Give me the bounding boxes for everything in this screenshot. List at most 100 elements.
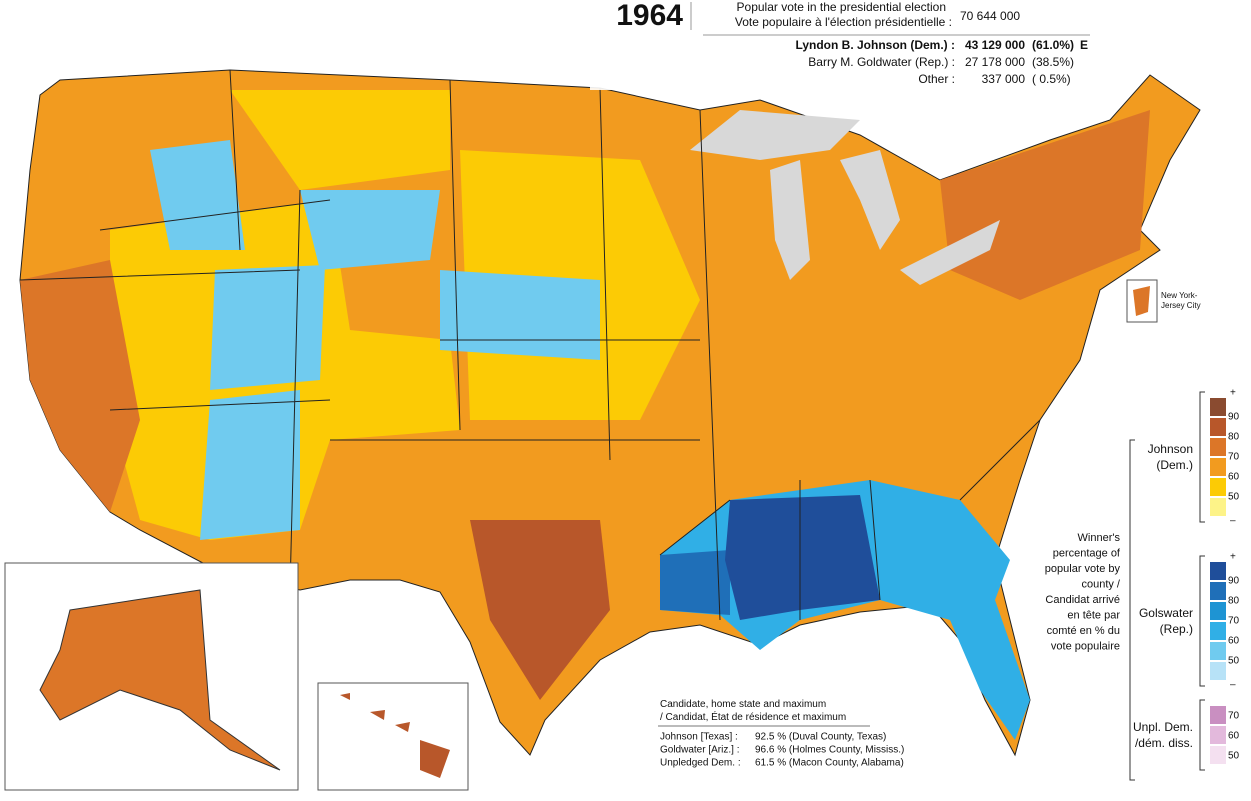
lake — [900, 220, 1000, 285]
caption-line: percentage of — [1053, 547, 1121, 559]
brown-region — [940, 110, 1150, 300]
legend-tick: – — [1230, 680, 1236, 691]
total-votes: 70 644 000 — [960, 9, 1020, 23]
hawaii-inset — [317, 682, 469, 791]
candidate-share: (61.0%) — [1032, 38, 1074, 52]
lake — [690, 110, 860, 160]
legend-swatch — [1210, 642, 1226, 660]
legend-bracket — [1199, 555, 1205, 687]
legend-tick: 90 — [1228, 576, 1240, 587]
legend-swatch — [1210, 706, 1226, 724]
caption-line: popular vote by — [1045, 563, 1121, 575]
legend-tick: 70 — [1228, 711, 1240, 722]
legend-caption: Winner's percentage of popular vote by coun… — [1045, 532, 1121, 653]
label-line: /dém. diss. — [1135, 736, 1193, 750]
legend-group-label: Johnson (Dem.) — [1148, 442, 1193, 472]
caption-line: Winner's — [1078, 532, 1121, 544]
legend-tick: 60 — [1228, 472, 1240, 483]
inset-label-line: New York- — [1161, 291, 1198, 300]
legend-tick: 70 — [1228, 452, 1240, 463]
brown-region — [470, 520, 610, 700]
ny-area — [1133, 286, 1150, 316]
legend-tick: + — [1230, 388, 1236, 399]
light-blue-region — [300, 190, 440, 270]
header-line1: Popular vote in the presidential electio… — [737, 0, 946, 14]
note-label: Unpledged Dem. : — [660, 758, 741, 769]
candidates: Lyndon B. Johnson (Dem.) : 43 129 000 (61.… — [795, 38, 1088, 86]
note-value: 96.6 % (Holmes County, Mississ.) — [755, 745, 904, 756]
header-line2: Vote populaire à l'élection présidentiel… — [735, 15, 952, 29]
legend-swatch — [1210, 602, 1226, 620]
note: Candidate, home state and maximum / Candi… — [655, 693, 925, 773]
inset-label: New York-Jersey City — [1161, 291, 1201, 310]
light-blue-region — [210, 265, 325, 390]
note-title: Candidate, home state and maximum / Candi… — [660, 699, 846, 723]
note-label: Goldwater [Ariz.] : — [660, 745, 739, 756]
legend-swatch — [1210, 622, 1226, 640]
candidate-name: Other : — [918, 72, 955, 86]
note-value: 61.5 % (Macon County, Alabama) — [755, 758, 904, 769]
legend-bracket — [1199, 699, 1205, 771]
note-value: 92.5 % (Duval County, Texas) — [755, 732, 886, 743]
elected-mark: E — [1080, 38, 1088, 52]
candidate-votes: 27 178 000 — [965, 55, 1025, 69]
legend-swatch — [1210, 478, 1226, 496]
legend-tick: 70 — [1228, 616, 1240, 627]
candidate-share: (38.5%) — [1032, 55, 1074, 69]
legend-group-label: Unpl. Dem. /dém. diss. — [1133, 720, 1193, 750]
legend-tick: 50 — [1228, 492, 1240, 503]
legend-swatch — [1210, 498, 1226, 516]
alaska — [39, 589, 281, 771]
legend-swatch — [1210, 746, 1226, 764]
legend-tick: 50 — [1228, 751, 1240, 762]
legend-swatch — [1210, 418, 1226, 436]
brown-region — [20, 260, 140, 512]
hawaii — [340, 693, 450, 778]
legend-tick: 80 — [1228, 432, 1240, 443]
title-line: Candidate, home state and maximum — [660, 699, 826, 710]
legend-tick: 60 — [1228, 731, 1240, 742]
legend-tick: + — [1230, 552, 1236, 563]
legend-tick: 50 — [1228, 656, 1240, 667]
caption-line: Candidat arrivé — [1045, 594, 1120, 606]
legend-swatch — [1210, 438, 1226, 456]
note-bg — [655, 693, 925, 773]
legend-brace — [1129, 439, 1135, 781]
caption-line: county / — [1081, 578, 1120, 590]
legend-group-label: Golswater (Rep.) — [1139, 606, 1193, 636]
light-blue-region — [440, 270, 600, 360]
legend-tick: 60 — [1228, 636, 1240, 647]
year: 1964 — [616, 0, 683, 32]
lake — [840, 150, 900, 250]
inset-label-line: Jersey City — [1161, 301, 1201, 310]
legend-swatch — [1210, 458, 1226, 476]
legend-tick: – — [1230, 516, 1236, 527]
light-blue-region — [200, 390, 300, 540]
candidate-name: Barry M. Goldwater (Rep.) : — [808, 55, 955, 69]
legend-swatch — [1210, 662, 1226, 680]
title-line: / Candidat, État de résidence et maximum — [660, 710, 846, 723]
state-borders — [19, 69, 1041, 621]
legend-swatch — [1210, 582, 1226, 600]
legend-swatch — [1210, 726, 1226, 744]
candidate-votes: 337 000 — [982, 72, 1026, 86]
blue-region — [660, 550, 730, 615]
label-line: (Dem.) — [1156, 458, 1193, 472]
note-label: Johnson [Texas] : — [660, 732, 738, 743]
label-line: Johnson — [1148, 442, 1193, 456]
candidate-share: ( 0.5%) — [1032, 72, 1071, 86]
legend-bracket — [1199, 391, 1205, 523]
dark-blue-region — [725, 495, 880, 620]
caption-line: en tête par — [1067, 609, 1120, 621]
legend-tick: 90 — [1228, 412, 1240, 423]
caption-line: comté en % du — [1047, 625, 1120, 637]
legend: +90 80 70 60 50 – Johnson (Dem.) +90 80 70 60 50 – Gol… — [1129, 388, 1240, 781]
caption-line: vote populaire — [1051, 640, 1120, 652]
light-blue-region — [150, 140, 245, 250]
lake — [770, 160, 810, 280]
legend-swatch — [1210, 562, 1226, 580]
legend-swatch — [1210, 398, 1226, 416]
label-line: (Rep.) — [1160, 622, 1193, 636]
label-line: Golswater — [1139, 606, 1193, 620]
